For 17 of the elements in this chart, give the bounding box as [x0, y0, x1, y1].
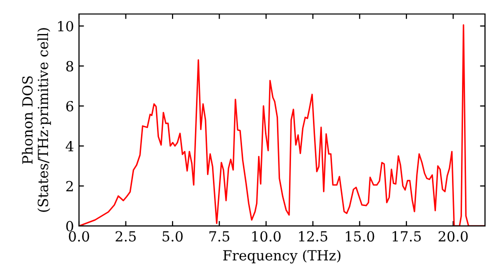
- x-tick-label: 0.0: [68, 231, 90, 242]
- y-tick-label: 10: [58, 20, 74, 32]
- x-tick-label: 12.5: [299, 231, 328, 242]
- x-tick-label: 5.0: [162, 231, 183, 242]
- x-tick-label: 17.5: [392, 231, 421, 242]
- y-tick-label: 0: [66, 220, 74, 232]
- x-tick-label: 10.0: [252, 231, 281, 242]
- y-tick-label: 6: [66, 100, 74, 112]
- y-tick-label: 4: [66, 140, 74, 152]
- x-tick-label: 2.5: [116, 231, 136, 242]
- x-tick-label: 20.0: [438, 231, 468, 242]
- y-tick-label: 2: [66, 180, 73, 192]
- y-axis-title: Phonon DOS (States/THz·primitive cell): [22, 28, 51, 212]
- y-tick-label: 8: [66, 60, 74, 72]
- x-tick-label: 15.0: [346, 231, 374, 242]
- x-axis-title: Frequency (THz): [223, 250, 340, 264]
- x-tick-label: 7.5: [209, 231, 230, 242]
